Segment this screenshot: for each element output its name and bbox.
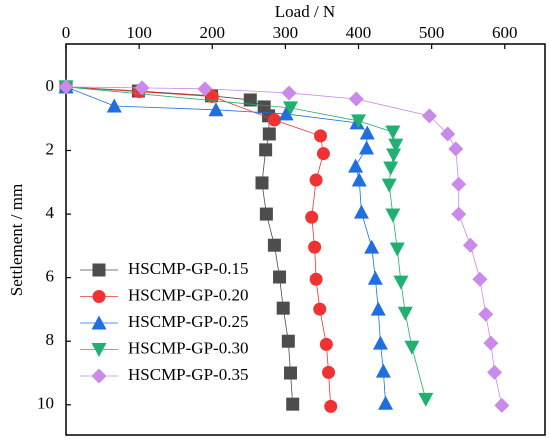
legend-label: HSCMP-GP-0.30 [128, 338, 248, 357]
marker [305, 210, 319, 224]
marker [378, 395, 394, 410]
marker [281, 85, 297, 101]
series-line [65, 86, 503, 406]
x-tick-label: 100 [126, 23, 152, 42]
marker [284, 366, 298, 380]
marker [397, 306, 413, 321]
marker [381, 178, 397, 193]
x-tick-label: 500 [419, 23, 445, 42]
marker [276, 301, 290, 315]
marker [313, 302, 327, 316]
series-line [65, 86, 294, 405]
marker [393, 275, 409, 290]
y-tick-label: 6 [46, 267, 55, 286]
x-axis-title: Load / N [275, 2, 335, 21]
marker [451, 176, 467, 192]
plot-frame [65, 43, 546, 436]
marker [367, 270, 383, 285]
marker [388, 138, 404, 153]
y-tick-label: 10 [37, 394, 54, 413]
marker [309, 173, 323, 187]
marker [364, 239, 380, 254]
marker [309, 272, 323, 286]
marker [448, 141, 464, 157]
marker [421, 108, 437, 124]
legend-marker [91, 315, 107, 330]
y-tick-label: 4 [46, 203, 55, 222]
marker [322, 365, 336, 379]
marker [278, 106, 294, 121]
marker [255, 176, 269, 190]
legend-marker [91, 343, 107, 357]
marker [351, 172, 367, 187]
marker [370, 301, 386, 316]
y-tick-label: 8 [46, 330, 55, 349]
legend-label: HSCMP-GP-0.15 [128, 259, 248, 278]
marker [286, 397, 300, 411]
marker [259, 207, 273, 221]
x-tick-label: 400 [346, 23, 372, 42]
marker [351, 114, 367, 129]
y-tick-label: 0 [46, 76, 55, 95]
marker [267, 113, 281, 127]
legend-marker [91, 368, 107, 384]
marker [134, 80, 150, 96]
marker [267, 238, 281, 252]
marker [205, 89, 219, 103]
marker [440, 126, 456, 142]
marker [348, 91, 364, 107]
y-axis-title: Settlement / mm [7, 184, 26, 296]
marker [494, 397, 510, 413]
marker [472, 271, 488, 287]
marker [353, 204, 369, 219]
marker [262, 127, 276, 141]
marker [324, 399, 338, 413]
marker [283, 101, 299, 116]
legend-marker [92, 290, 106, 303]
marker [462, 237, 478, 253]
marker [106, 98, 122, 113]
marker [383, 161, 399, 176]
x-tick-label: 0 [62, 23, 71, 42]
marker [359, 125, 375, 140]
marker [385, 208, 401, 223]
marker [58, 79, 74, 95]
legend-marker [92, 263, 106, 277]
marker [375, 363, 391, 378]
x-tick-label: 300 [273, 23, 299, 42]
marker [197, 81, 213, 97]
legend-label: HSCMP-GP-0.35 [128, 365, 248, 384]
marker [348, 158, 364, 173]
marker [404, 340, 420, 355]
marker [451, 206, 467, 222]
series-line [65, 86, 332, 407]
x-tick-label: 600 [492, 23, 518, 42]
marker [313, 129, 327, 143]
marker [386, 148, 402, 163]
marker [359, 140, 375, 155]
marker [273, 270, 287, 284]
legend-label: HSCMP-GP-0.25 [128, 312, 248, 331]
marker [487, 364, 503, 380]
legend-label: HSCMP-GP-0.20 [128, 285, 248, 304]
y-tick-label: 2 [46, 139, 55, 158]
marker [281, 334, 295, 348]
series-line [65, 86, 386, 404]
marker [385, 125, 401, 140]
marker [483, 335, 499, 351]
marker [316, 147, 330, 161]
marker [319, 337, 333, 351]
marker [478, 306, 494, 322]
x-tick-label: 200 [200, 23, 226, 42]
marker [243, 93, 257, 107]
marker [372, 335, 388, 350]
marker [418, 392, 434, 407]
marker [259, 143, 273, 157]
marker [389, 242, 405, 257]
marker [208, 102, 224, 117]
marker [308, 240, 322, 254]
